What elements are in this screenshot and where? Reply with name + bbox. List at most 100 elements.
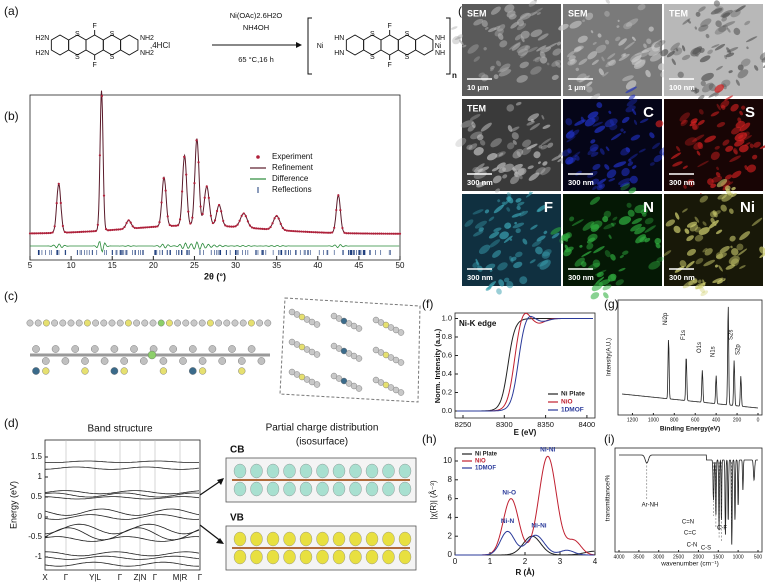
atom-ball [308, 318, 316, 326]
texture [631, 58, 642, 65]
texture [566, 136, 576, 143]
texture [722, 21, 736, 28]
texture [702, 221, 707, 226]
atom-ball [110, 367, 119, 375]
atom: S [370, 31, 375, 38]
atom: F [388, 62, 392, 69]
x-tick-label: 1500 [713, 554, 724, 560]
texture [504, 222, 512, 229]
texture [472, 166, 479, 173]
texture [532, 56, 542, 62]
band [44, 555, 200, 560]
x-tick-label: 8350 [537, 420, 554, 429]
atom-ball [239, 319, 247, 327]
experiment-point [246, 220, 249, 223]
band-label: C-F [717, 526, 727, 532]
texture [759, 144, 765, 150]
texture [716, 252, 727, 259]
peak-label: Ni-Ni [540, 446, 555, 453]
unit-cell [279, 297, 421, 403]
mode-label: TEM [467, 103, 486, 113]
texture [739, 110, 743, 116]
experiment-point [115, 228, 118, 231]
spectrum [622, 306, 758, 409]
texture [644, 217, 654, 225]
experiment-point [209, 214, 212, 217]
atom-ball [169, 345, 177, 353]
texture [577, 35, 588, 43]
texture [551, 232, 560, 239]
texture [623, 22, 633, 30]
isosurface-lobe [349, 549, 362, 565]
texture [728, 208, 734, 214]
atom-ball [32, 367, 40, 375]
texture [730, 245, 733, 249]
texture [458, 39, 464, 46]
atom-ball [124, 319, 132, 327]
texture [699, 55, 711, 63]
texture [490, 138, 502, 148]
isosurface-lobe [283, 463, 296, 479]
atom-ball [387, 384, 395, 391]
experiment-point [257, 227, 260, 230]
texture [499, 40, 508, 48]
experiment-point [353, 232, 356, 235]
experiment-point [322, 231, 326, 234]
y-axis-label: |χ(R)| (Å⁻³) [429, 480, 438, 520]
atom-ball [61, 357, 70, 365]
texture [608, 59, 617, 66]
experiment-point [146, 226, 149, 229]
texture [629, 175, 638, 184]
band [45, 551, 200, 557]
atom-ball [208, 345, 217, 353]
experiment-point [294, 230, 297, 233]
experiment-point [72, 231, 75, 234]
texture [587, 111, 599, 119]
element-label: F [544, 199, 553, 216]
legend-label: Experiment [272, 152, 313, 161]
texture [510, 126, 520, 132]
experiment-point [289, 229, 293, 233]
texture [488, 27, 497, 33]
texture [597, 33, 602, 38]
texture [645, 69, 651, 78]
texture [534, 56, 541, 63]
texture [686, 221, 698, 228]
texture [641, 46, 655, 54]
atom-ball [223, 319, 231, 327]
texture [492, 175, 502, 184]
texture [490, 6, 501, 15]
experiment-point [226, 225, 229, 228]
texture [680, 119, 688, 127]
texture [511, 43, 521, 51]
texture [498, 279, 505, 287]
experiment-point [131, 225, 134, 228]
texture [475, 258, 479, 266]
experiment-point [265, 227, 268, 231]
atom-ball [330, 372, 338, 380]
isosurface-lobe [233, 531, 247, 547]
x-axis-label: R (Å) [515, 568, 534, 577]
isosurface-lobe [250, 531, 263, 547]
experiment-point [92, 230, 95, 233]
arrow [199, 479, 223, 496]
texture [468, 143, 478, 151]
texture [526, 143, 538, 150]
experiment-point [380, 232, 383, 235]
experiment-point [49, 231, 52, 235]
experiment-point [98, 154, 101, 157]
atom-ball [330, 342, 338, 350]
experiment-point [78, 230, 81, 234]
texture [485, 286, 492, 291]
texture [718, 265, 723, 272]
atom-ball [159, 367, 168, 375]
texture [515, 228, 521, 234]
experiment-point [193, 182, 196, 185]
atom-ball [190, 319, 198, 327]
panel-label: (d) [4, 416, 19, 430]
amine: NH2 [140, 35, 154, 42]
texture [729, 155, 741, 163]
texture [473, 163, 485, 173]
refinement [30, 90, 400, 235]
texture [590, 139, 596, 144]
